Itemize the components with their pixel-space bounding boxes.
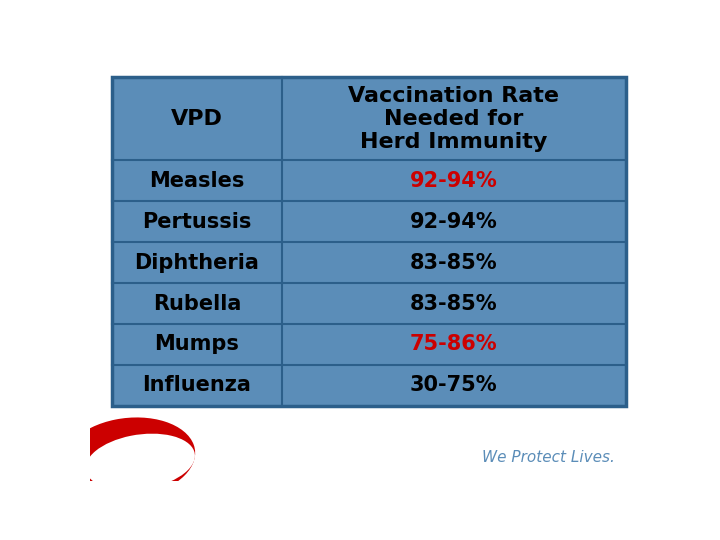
Text: 92-94%: 92-94% (410, 171, 498, 191)
Ellipse shape (86, 434, 195, 490)
Text: Diphtheria: Diphtheria (135, 253, 259, 273)
Text: 30-75%: 30-75% (410, 375, 498, 395)
Text: Rubella: Rubella (153, 294, 241, 314)
Text: Mumps: Mumps (155, 334, 240, 354)
Text: Measles: Measles (149, 171, 245, 191)
Text: We Protect Lives.: We Protect Lives. (482, 450, 615, 465)
Text: VPD: VPD (171, 109, 223, 129)
Text: Pertussis: Pertussis (143, 212, 252, 232)
Text: 92-94%: 92-94% (410, 212, 498, 232)
Text: Vaccination Rate
Needed for
Herd Immunity: Vaccination Rate Needed for Herd Immunit… (348, 86, 559, 152)
Text: Influenza: Influenza (143, 375, 251, 395)
Ellipse shape (63, 417, 195, 498)
FancyBboxPatch shape (112, 77, 626, 406)
Text: 75-86%: 75-86% (410, 334, 498, 354)
Text: 83-85%: 83-85% (410, 294, 498, 314)
Text: 83-85%: 83-85% (410, 253, 498, 273)
